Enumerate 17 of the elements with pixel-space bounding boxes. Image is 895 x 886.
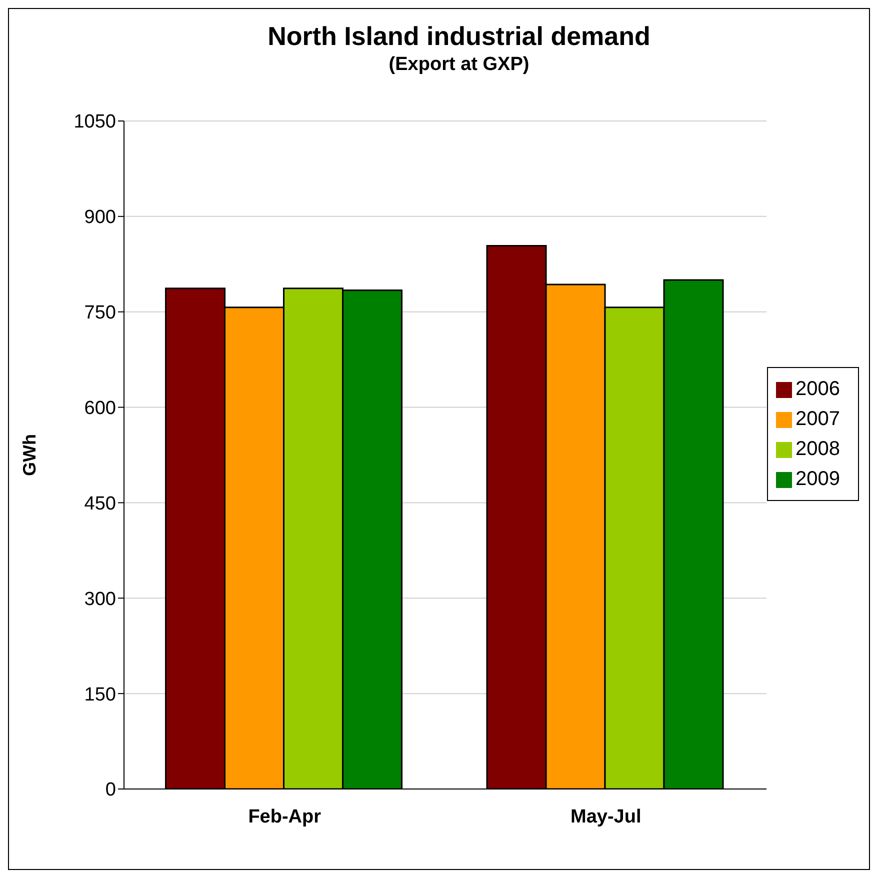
- y-axis-title: GWh: [19, 434, 40, 476]
- legend-label: 2009: [796, 468, 840, 490]
- legend-label: 2008: [796, 438, 840, 460]
- y-tick-label: 150: [84, 684, 116, 706]
- legend-label: 2007: [796, 408, 840, 430]
- chart-title: North Island industrial demand: [266, 21, 652, 52]
- x-tick-label: May-Jul: [570, 806, 642, 828]
- y-tick-label: 1050: [74, 112, 116, 133]
- y-tick-label: 0: [105, 780, 116, 801]
- x-tick-label: Feb-Apr: [248, 806, 322, 828]
- chart-subtitle: (Export at GXP): [388, 54, 530, 76]
- legend-label: 2006: [796, 378, 840, 400]
- y-tick-label: 300: [84, 588, 116, 610]
- y-tick-label: 900: [84, 207, 116, 228]
- y-tick-label: 750: [84, 302, 116, 324]
- y-tick-label: 600: [84, 398, 116, 420]
- y-tick-label: 450: [84, 493, 116, 514]
